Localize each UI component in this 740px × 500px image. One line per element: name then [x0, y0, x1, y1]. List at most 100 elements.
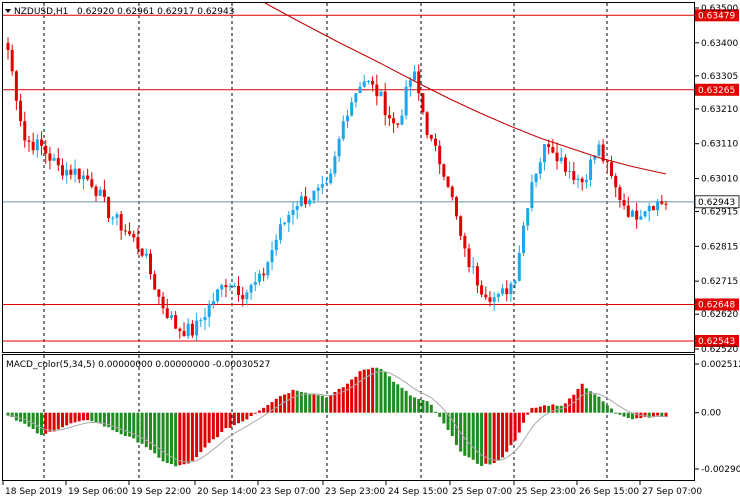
macd-bar	[237, 412, 241, 424]
macd-bar	[392, 381, 396, 413]
candle-body	[542, 144, 546, 163]
candle-body	[517, 253, 521, 281]
macd-bar	[274, 398, 278, 413]
candle-body	[664, 203, 668, 205]
macd-bar	[547, 405, 551, 413]
macd-bar	[383, 372, 387, 413]
macd-bar	[316, 395, 320, 413]
candle-body	[262, 273, 266, 276]
candle-body	[505, 288, 509, 295]
macd-bar	[396, 384, 400, 413]
candle-body	[128, 231, 132, 235]
current-price-tag-label: 0.62943	[698, 198, 735, 208]
candle-body	[316, 187, 320, 191]
candle-body	[379, 91, 383, 97]
time-tick-label: 19 Sep 22:00	[131, 487, 191, 497]
macd-bar	[643, 412, 647, 417]
level-price-tag-label: 0.62543	[698, 337, 735, 347]
candle-body	[463, 235, 467, 249]
macd-bar	[408, 395, 412, 413]
macd-bar	[475, 412, 479, 464]
candle-body	[123, 230, 127, 232]
macd-bar	[538, 406, 542, 413]
time-tick-label: 25 Sep 07:00	[452, 487, 512, 497]
macd-bar	[190, 412, 194, 461]
candle-body	[438, 145, 442, 165]
macd-bar	[454, 412, 458, 446]
candle-body	[446, 176, 450, 187]
candle-body	[425, 112, 429, 136]
macd-bar	[635, 412, 639, 419]
candle-body	[471, 266, 475, 268]
candle-body	[333, 156, 337, 174]
macd-bar	[358, 371, 362, 413]
macd-bar	[320, 395, 324, 413]
candle-body	[366, 80, 370, 82]
candle-body	[522, 225, 526, 254]
candle-body	[484, 294, 488, 298]
macd-bar	[266, 404, 270, 413]
macd-bar	[413, 397, 417, 413]
candle-body	[408, 80, 412, 87]
macd-bar	[463, 412, 467, 456]
candle-body	[60, 165, 64, 176]
macd-bar	[551, 404, 555, 413]
macd-bar	[308, 393, 312, 413]
macd-bar	[132, 412, 136, 439]
macd-bar	[400, 387, 404, 413]
candle-body	[421, 93, 425, 113]
candle-body	[31, 141, 35, 151]
price-tick-label: 0.62520	[701, 345, 738, 355]
candle-body	[467, 248, 471, 268]
candle-body	[488, 297, 492, 302]
macd-bar	[253, 412, 257, 414]
candle-body	[329, 173, 333, 184]
candle-body	[480, 285, 484, 295]
macd-bar	[207, 412, 211, 443]
macd-bar	[421, 400, 425, 413]
candle-body	[232, 285, 236, 287]
candle-body	[224, 285, 228, 288]
candle-body	[459, 216, 463, 236]
candle-body	[27, 140, 31, 142]
macd-bar	[375, 367, 379, 413]
macd-bar	[513, 412, 517, 441]
candle-body	[40, 139, 44, 146]
candle-body	[559, 157, 563, 162]
candle-body	[417, 71, 421, 94]
macd-bar	[660, 412, 664, 417]
candle-body	[136, 237, 140, 249]
candle-body	[23, 121, 27, 141]
candle-body	[10, 49, 14, 72]
candle-body	[19, 100, 23, 122]
candle-body	[589, 159, 593, 180]
candle-body	[547, 144, 551, 147]
macd-bar	[350, 379, 354, 413]
macd-bar	[589, 391, 593, 413]
candle-body	[178, 328, 182, 332]
macd-bar	[312, 393, 316, 413]
macd-bar	[174, 412, 178, 467]
macd-bar	[505, 412, 509, 452]
price-pane-frame	[2, 2, 695, 353]
candle-body	[287, 214, 291, 223]
candle-body	[345, 115, 349, 122]
time-tick-label: 26 Sep 15:00	[579, 487, 639, 497]
macd-bar	[115, 412, 119, 433]
candle-body	[291, 209, 295, 215]
macd-bar	[480, 412, 484, 466]
macd-bar	[304, 392, 308, 413]
candle-body	[182, 331, 186, 337]
macd-bar	[69, 412, 73, 424]
candle-body	[622, 200, 626, 206]
dropdown-triangle-icon[interactable]	[5, 9, 11, 13]
candle-body	[413, 71, 417, 81]
macd-bar	[6, 412, 10, 416]
macd-bar	[10, 412, 14, 418]
candle-body	[65, 169, 69, 176]
macd-bar	[325, 397, 329, 413]
candle-body	[144, 253, 148, 256]
macd-bar	[86, 412, 90, 421]
